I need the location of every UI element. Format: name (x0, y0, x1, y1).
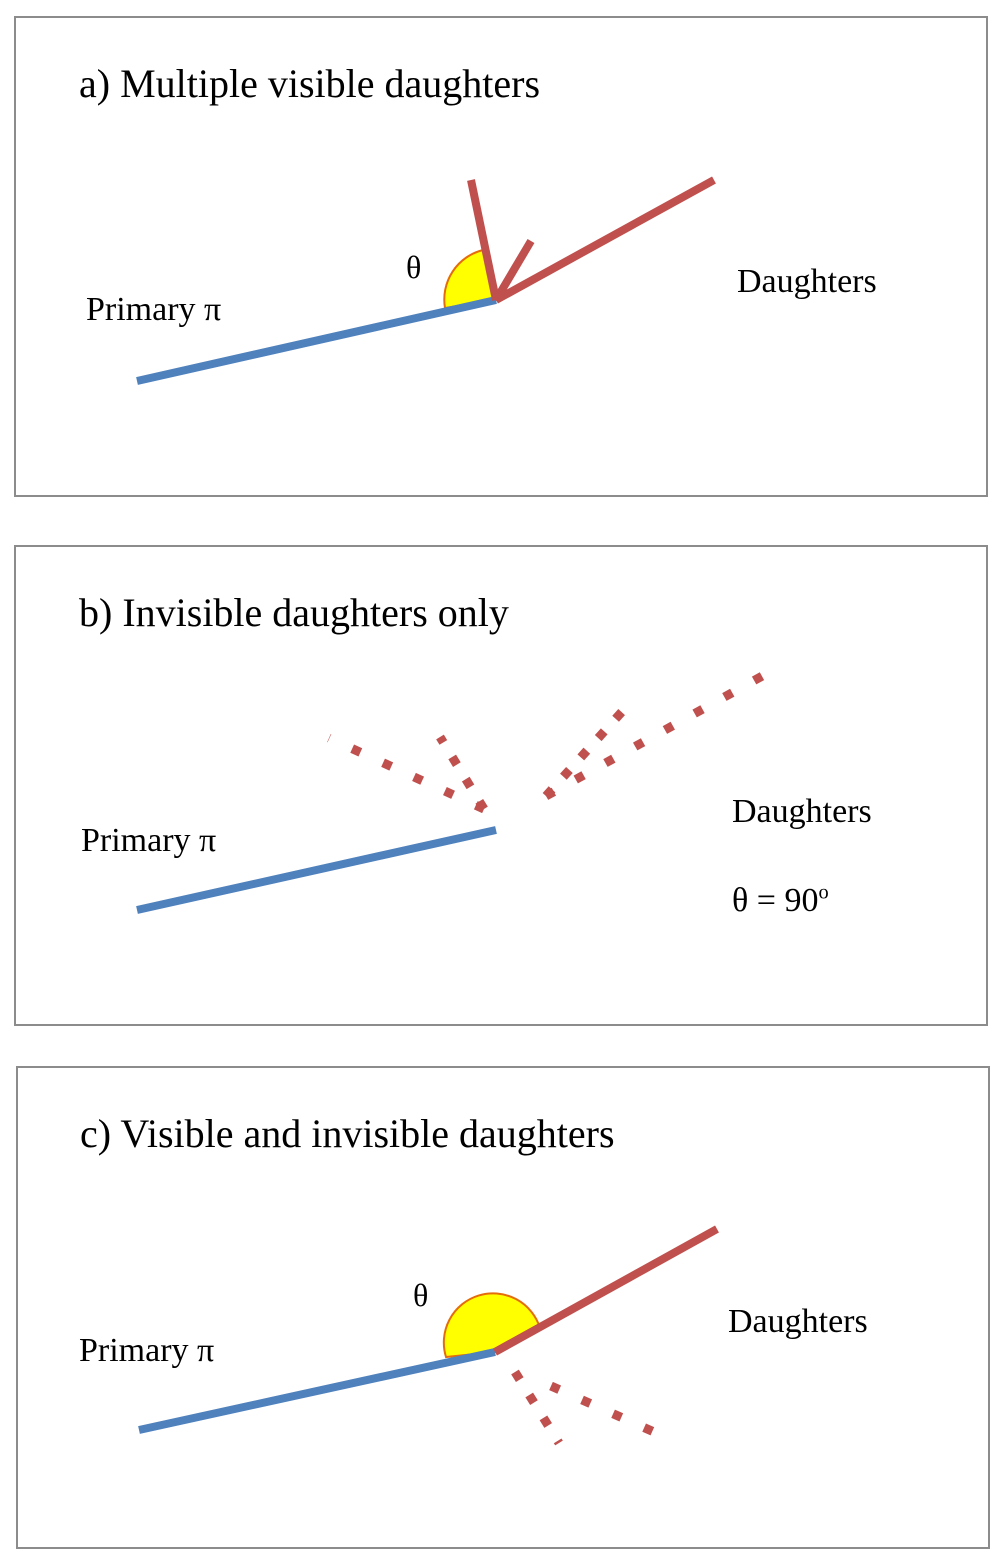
panel-title: a) Multiple visible daughters (79, 61, 541, 106)
panel-b-diagram (136, 671, 767, 914)
primary-pion-track (138, 1348, 496, 1434)
primary-pion-track (136, 826, 497, 914)
invisible-daughter-1 (511, 1369, 563, 1446)
daughters-label: Daughters (728, 1303, 868, 1340)
invisible-daughter-2 (436, 734, 488, 812)
daughter-track-3 (494, 176, 716, 304)
theta-label: θ (406, 249, 422, 285)
primary-label: Primary π (79, 1332, 215, 1369)
daughter-track-1 (467, 179, 500, 301)
invisible-daughter-1 (327, 733, 486, 814)
panel-title: c) Visible and invisible daughters (80, 1111, 615, 1156)
daughter-track-2 (492, 238, 535, 303)
panel-a: a) Multiple visible daughters θ Primary … (14, 16, 988, 497)
theta-label: θ (413, 1277, 429, 1313)
invisible-daughter-3 (542, 701, 632, 800)
theta-angle-arc (443, 248, 498, 310)
primary-label: Primary π (86, 291, 222, 328)
theta-equation-text: θ = 90 (732, 882, 819, 919)
panel-title: b) Invisible daughters only (79, 590, 509, 635)
panel-a-diagram (136, 176, 716, 385)
primary-pion-track (136, 296, 497, 385)
theta-angle-arc (442, 1292, 542, 1359)
primary-label: Primary π (81, 822, 217, 859)
visible-daughter-track (493, 1225, 719, 1356)
invisible-daughter-4 (543, 671, 767, 800)
theta-equation: θ = 90o (732, 882, 829, 920)
invisible-daughter-2 (549, 1381, 665, 1441)
degree-symbol: o (818, 881, 829, 904)
panel-c-diagram (138, 1225, 719, 1446)
daughters-label: Daughters (737, 263, 877, 300)
daughters-label: Daughters (732, 793, 872, 830)
panel-b: b) Invisible daughters only Primary π Da… (14, 545, 988, 1026)
panel-c: c) Visible and invisible daughters θ Pri… (16, 1066, 990, 1549)
